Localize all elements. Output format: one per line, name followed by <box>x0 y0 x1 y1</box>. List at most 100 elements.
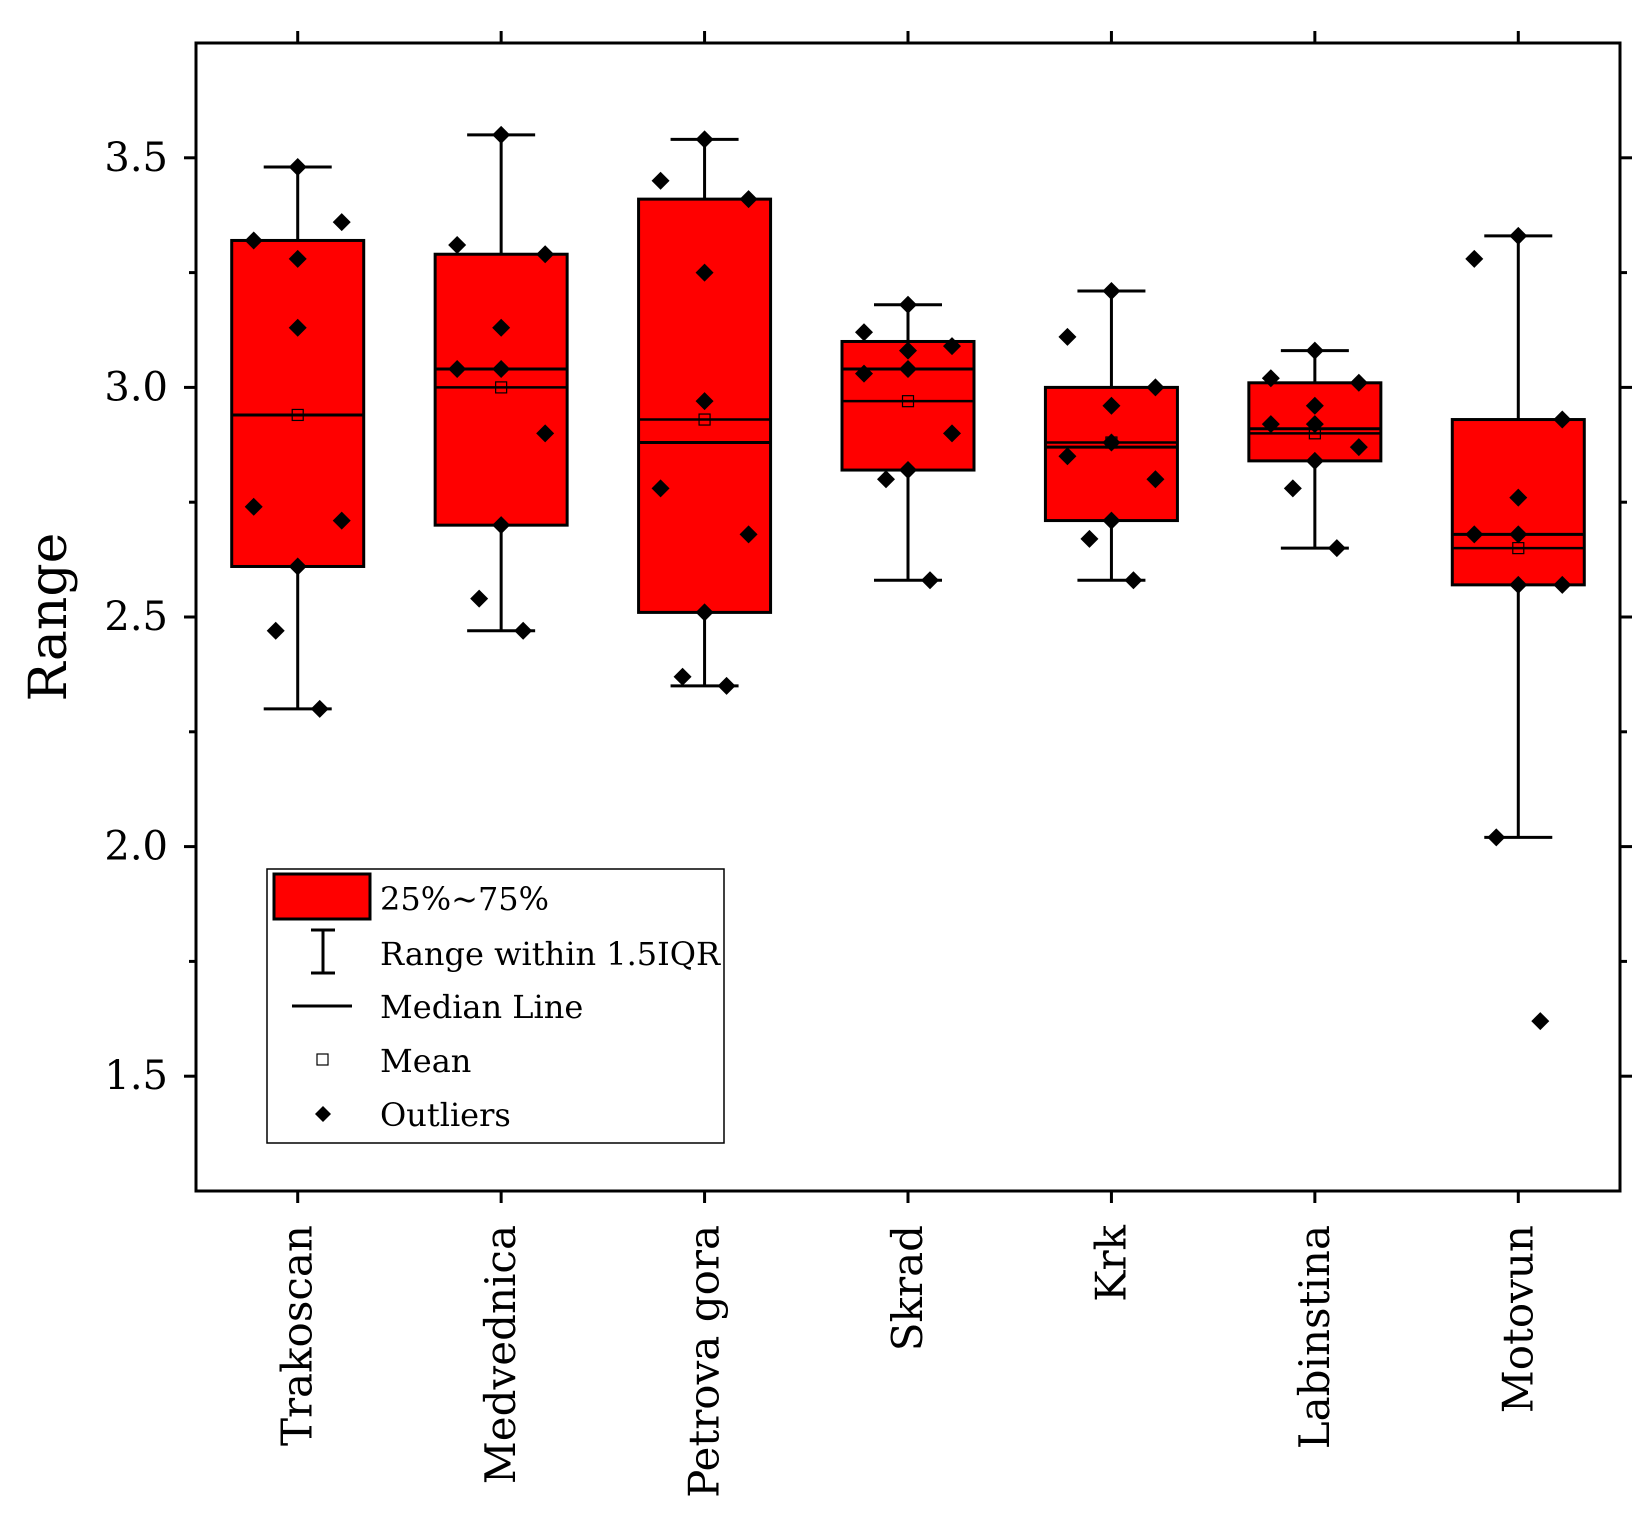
data-point <box>877 470 895 489</box>
data-point <box>1349 438 1368 457</box>
x-tick-label: Medvednica <box>476 1225 525 1484</box>
data-point <box>1305 396 1324 415</box>
data-point <box>1283 479 1302 498</box>
x-tick-label: Motovun <box>1493 1225 1542 1413</box>
x-tick-label: Krk <box>1086 1224 1135 1301</box>
data-point <box>492 125 511 144</box>
data-point <box>332 511 351 530</box>
data-point <box>673 667 692 686</box>
data-point <box>492 318 511 337</box>
legend-label-whisker: Range within 1.5IQR <box>380 935 721 973</box>
box-krk <box>1043 281 1179 590</box>
data-point <box>1080 529 1099 548</box>
data-point <box>288 249 307 268</box>
data-point <box>1553 410 1572 429</box>
y-tick-label: 2.5 <box>104 594 168 640</box>
data-point <box>1102 396 1121 415</box>
data-point <box>739 190 758 209</box>
data-point <box>1349 373 1368 392</box>
iqr-box <box>840 339 976 472</box>
data-point <box>943 424 961 443</box>
data-point <box>899 295 917 314</box>
y-axis-label: Range <box>19 533 79 702</box>
legend-whisker-swatch <box>311 928 335 975</box>
data-point <box>695 130 714 149</box>
data-point <box>651 479 670 498</box>
data-point <box>695 603 714 622</box>
data-point <box>1465 249 1484 268</box>
legend-label-iqr-box: 25%~75% <box>380 880 549 918</box>
y-tick-label: 2.0 <box>104 824 168 870</box>
data-point <box>492 516 511 535</box>
box-skrad <box>840 295 976 590</box>
data-point <box>244 231 263 250</box>
box-motovun <box>1450 226 1586 1031</box>
legend-label-mean: Mean <box>380 1042 471 1080</box>
mean-marker <box>495 381 508 394</box>
data-point <box>448 236 467 255</box>
box-labinstina <box>1247 341 1383 558</box>
mean-marker <box>291 408 304 422</box>
legend-mean-swatch <box>316 1053 329 1066</box>
data-point <box>651 171 670 190</box>
data-point <box>1146 378 1165 397</box>
data-point <box>536 245 555 264</box>
data-point <box>470 589 489 608</box>
legend-label-median: Median Line <box>380 988 583 1026</box>
data-point <box>1305 341 1324 360</box>
y-tick-label: 3.5 <box>104 135 168 181</box>
data-point <box>855 323 873 342</box>
plot-frame <box>194 41 1622 1193</box>
box-plot-series <box>230 125 1586 1031</box>
data-point <box>1553 575 1572 594</box>
data-point <box>1102 511 1121 530</box>
mean-marker <box>901 395 915 408</box>
data-point <box>1327 539 1346 558</box>
legend-label-outliers: Outliers <box>380 1096 511 1134</box>
data-point <box>1261 369 1280 388</box>
data-point <box>1146 470 1165 489</box>
x-tick-label: Trakoscan <box>273 1225 322 1446</box>
data-point <box>1058 327 1077 346</box>
data-point <box>1305 451 1324 470</box>
iqr-box <box>433 252 569 527</box>
data-point <box>288 157 307 176</box>
box-trakoscan <box>230 157 366 718</box>
data-point <box>1102 433 1121 452</box>
data-point <box>717 676 736 695</box>
box-medvednica <box>433 125 569 640</box>
data-point <box>695 392 714 411</box>
data-point <box>899 461 917 480</box>
data-point <box>943 337 961 356</box>
x-tick-label: Labinstina <box>1290 1225 1339 1449</box>
legend: 25%~75% Range within 1.5IQR Median Line … <box>266 868 725 1144</box>
x-tick-labels: Trakoscan Medvednica Petrova gora Skrad Krk L… <box>273 1224 1543 1497</box>
data-point <box>288 557 307 576</box>
data-point <box>266 621 285 640</box>
data-point <box>695 263 714 282</box>
box-petrova-gora <box>637 130 773 695</box>
data-point <box>288 318 307 337</box>
legend-outlier-swatch <box>315 1106 331 1122</box>
data-point <box>1509 226 1528 245</box>
x-tick-label: Skrad <box>883 1225 932 1351</box>
y-tick-label: 1.5 <box>104 1053 168 1099</box>
data-point <box>921 571 939 590</box>
data-point <box>1058 447 1077 466</box>
mean-marker <box>698 413 711 426</box>
data-point <box>310 699 329 718</box>
data-point <box>855 364 873 383</box>
y-tick-labels: 1.5 2.0 2.5 3.0 3.5 <box>104 135 168 1099</box>
data-point <box>899 341 917 360</box>
data-point <box>1102 281 1121 300</box>
data-point <box>1509 488 1528 507</box>
data-point <box>1305 415 1324 434</box>
data-point <box>514 621 533 640</box>
data-point <box>492 360 511 379</box>
data-point <box>244 497 263 516</box>
data-point <box>332 213 351 232</box>
data-point <box>899 360 917 379</box>
data-point <box>1487 828 1506 847</box>
data-point <box>1261 415 1280 434</box>
